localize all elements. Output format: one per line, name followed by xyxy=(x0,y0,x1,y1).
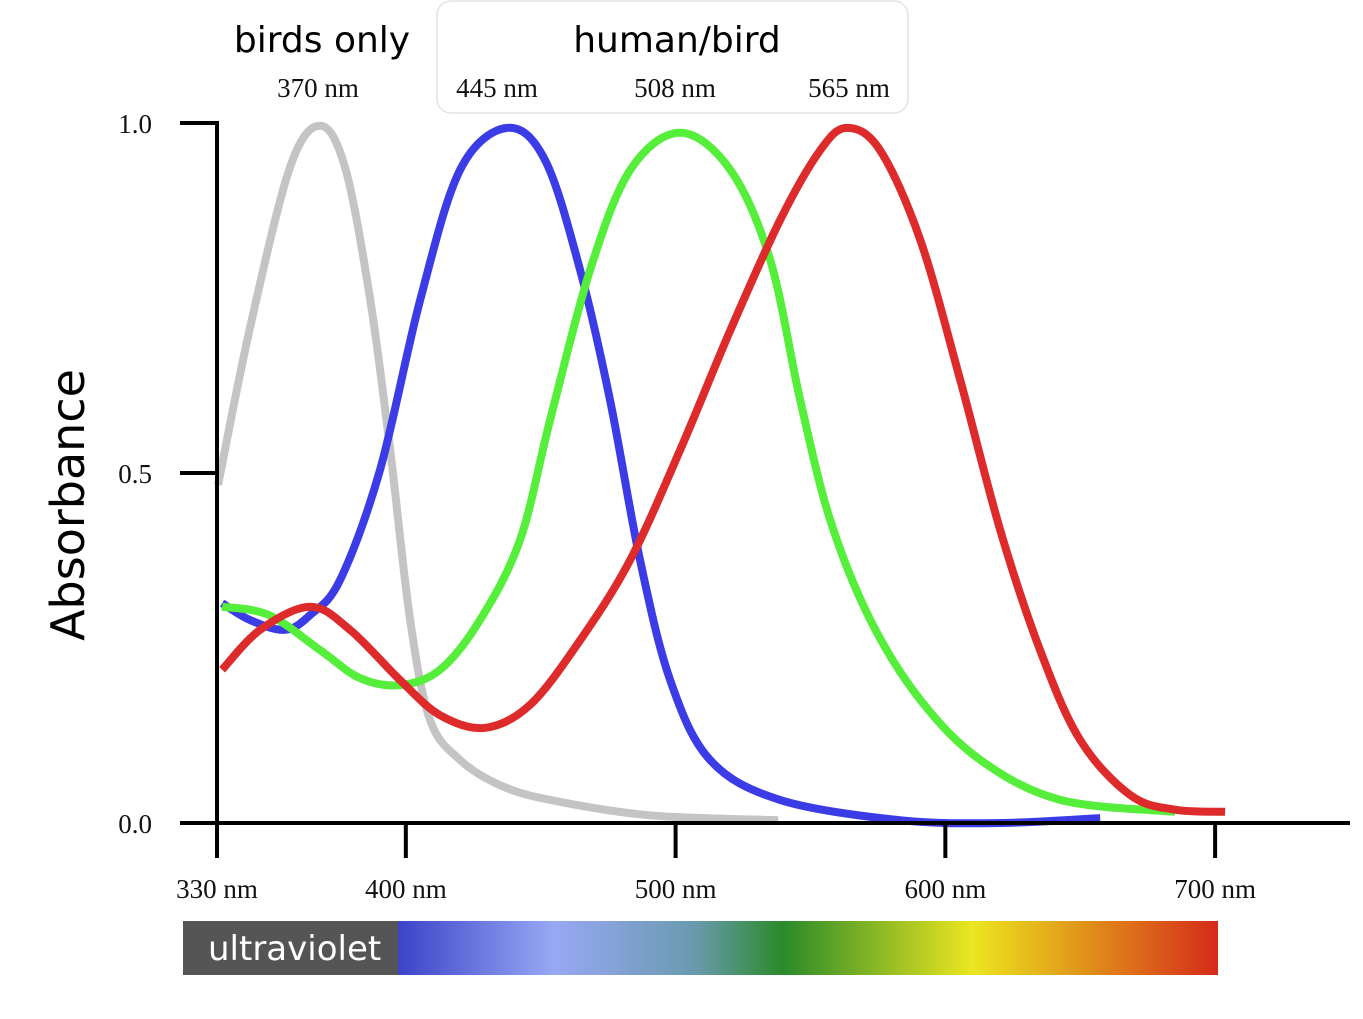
uv-band xyxy=(183,921,399,975)
y-tick-label: 1.0 xyxy=(118,109,152,139)
absorbance-curve xyxy=(219,123,1101,828)
group-label: human/bird xyxy=(573,20,781,61)
y-axis-label: Absorbance xyxy=(41,369,95,641)
x-tick-label: 500 nm xyxy=(635,874,717,904)
x-tick-label: 700 nm xyxy=(1174,874,1256,904)
group-box xyxy=(436,0,909,114)
peak-label: 565 nm xyxy=(808,73,890,103)
peak-label: 370 nm xyxy=(277,73,359,103)
x-tick-label: 400 nm xyxy=(365,874,447,904)
x-tick-label: 600 nm xyxy=(904,874,986,904)
peak-label: 445 nm xyxy=(456,73,538,103)
peak-label: 508 nm xyxy=(634,73,716,103)
absorbance-curve xyxy=(214,121,779,825)
spectrum-band xyxy=(398,921,1218,975)
band-label: ultraviolet xyxy=(208,929,381,969)
y-tick-label: 0.0 xyxy=(118,809,152,839)
y-tick-label: 0.5 xyxy=(118,459,152,489)
group-label: birds only xyxy=(234,20,410,61)
x-tick-label: 330 nm xyxy=(176,874,258,904)
absorbance-curve xyxy=(221,128,1176,816)
absorbance-curve xyxy=(219,123,1226,816)
